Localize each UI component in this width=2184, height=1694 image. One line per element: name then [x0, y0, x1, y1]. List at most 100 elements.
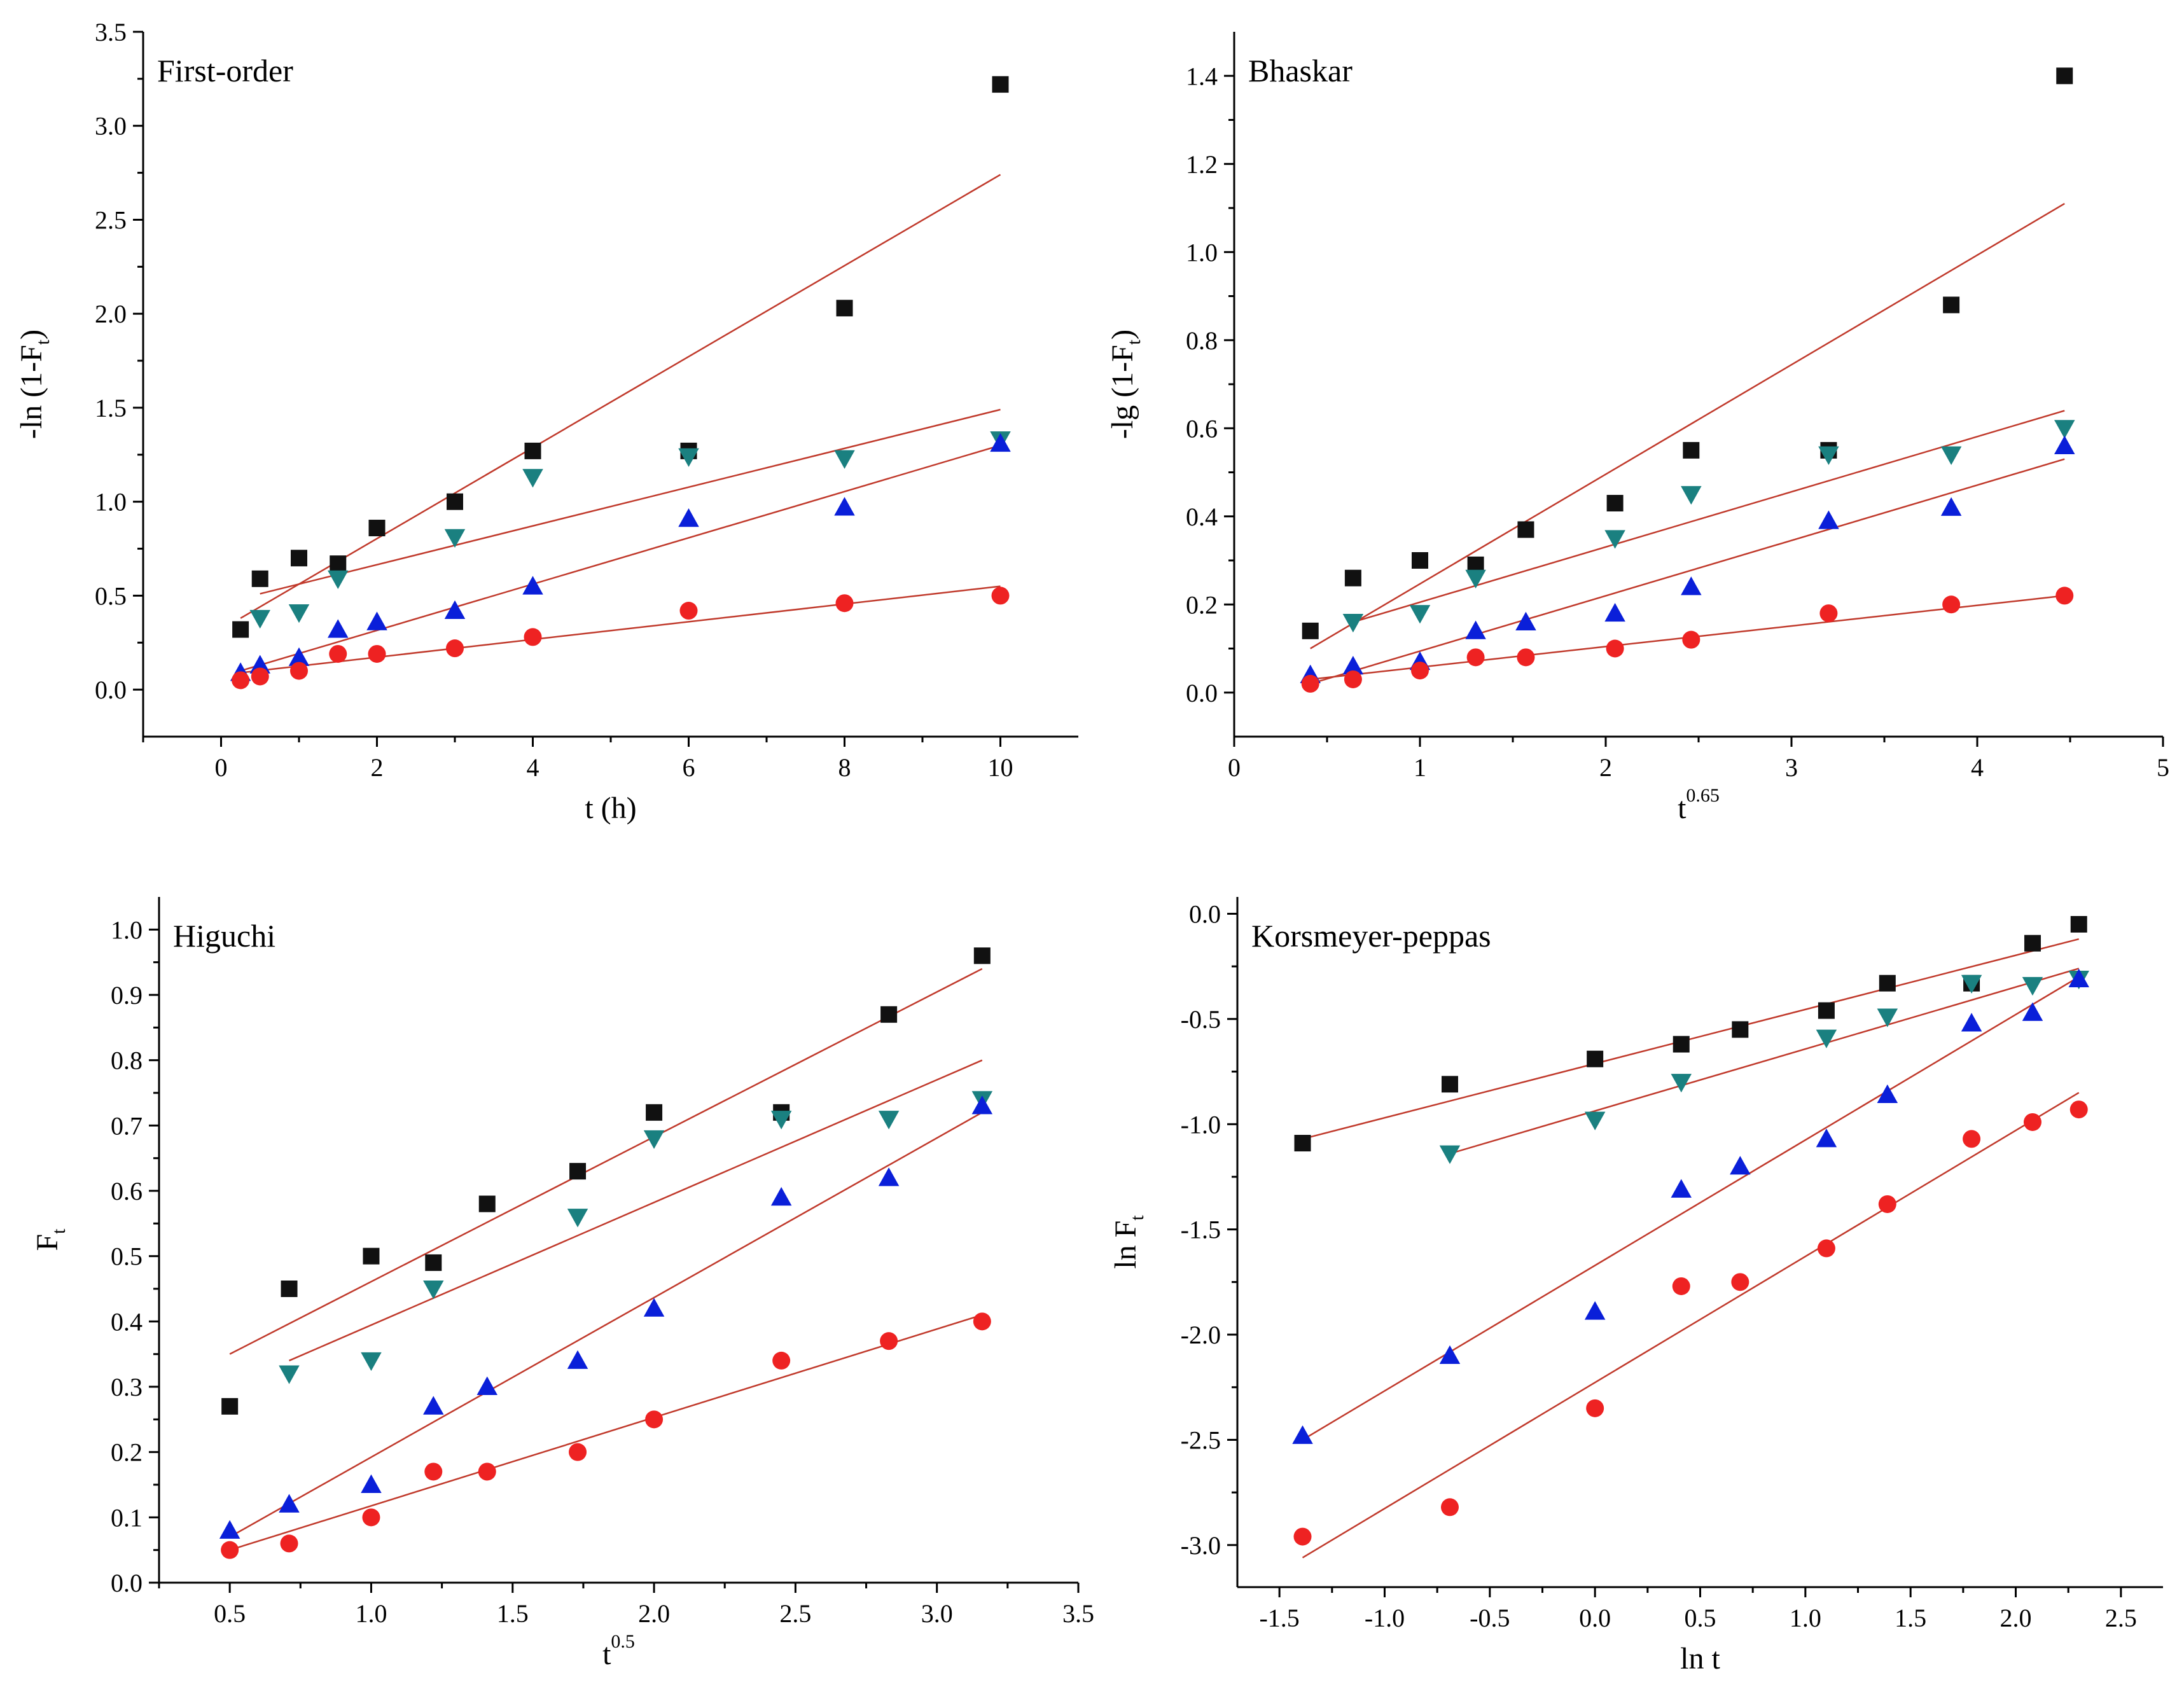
- x-axis-label: t0.5: [602, 1631, 635, 1671]
- data-point-triangle-up: [1439, 1345, 1461, 1364]
- data-point-triangle-up: [567, 1350, 588, 1369]
- y-axis-label: ln Ft: [1109, 1215, 1148, 1269]
- data-point-circle: [1466, 648, 1485, 667]
- data-point-triangle-up: [878, 1167, 900, 1186]
- series-triangle-down: [249, 431, 1011, 629]
- y-tick-label: -2.5: [1181, 1426, 1221, 1454]
- x-tick-label: 6: [683, 753, 695, 782]
- x-tick-label: -1.5: [1259, 1604, 1299, 1632]
- fit-line: [1310, 458, 2065, 685]
- y-tick-label: 1.0: [95, 488, 127, 517]
- x-tick-label: -0.5: [1470, 1604, 1510, 1632]
- data-point-square: [1412, 552, 1428, 569]
- data-point-triangle-up: [2068, 968, 2089, 988]
- data-point-circle: [446, 639, 464, 658]
- data-point-triangle-up: [1730, 1156, 1751, 1175]
- data-point-circle: [221, 1541, 239, 1559]
- x-tick-label: 2.5: [2105, 1604, 2137, 1632]
- data-point-triangle-down: [2054, 420, 2075, 439]
- series-circle: [232, 587, 1010, 690]
- data-point-triangle-down: [1681, 486, 1702, 505]
- y-tick-label: -1.5: [1181, 1216, 1221, 1244]
- data-point-triangle-down: [423, 1281, 444, 1300]
- fit-line: [229, 968, 983, 1355]
- data-point-square: [2024, 934, 2041, 952]
- data-point-circle: [1878, 1195, 1896, 1213]
- data-point-circle: [1440, 1498, 1459, 1517]
- y-tick-label: 1.2: [1186, 150, 1218, 179]
- data-point-circle: [251, 667, 269, 686]
- data-point-square: [1683, 441, 1700, 459]
- data-point-square: [1344, 569, 1361, 587]
- x-tick-label: 1.5: [497, 1599, 529, 1628]
- data-point-triangle-up: [2022, 1002, 2043, 1021]
- data-point-triangle-up: [423, 1396, 444, 1415]
- data-point-square: [291, 550, 307, 567]
- data-point-square: [646, 1104, 663, 1121]
- data-point-circle: [280, 1534, 298, 1553]
- data-point-triangle-up: [971, 1095, 993, 1114]
- y-tick-label: 0.9: [111, 981, 143, 1010]
- x-tick-label: 0.5: [214, 1599, 246, 1628]
- x-tick-label: 0: [1228, 753, 1241, 782]
- data-point-triangle-up: [279, 1494, 300, 1513]
- series-triangle-up: [230, 433, 1011, 681]
- data-point-triangle-up: [522, 576, 543, 595]
- fit-line: [229, 1111, 983, 1538]
- data-point-circle: [1411, 662, 1429, 680]
- data-point-triangle-up: [1584, 1301, 1606, 1320]
- data-point-triangle-down: [1961, 975, 1982, 994]
- series-circle: [1293, 1100, 2088, 1546]
- data-point-square: [1879, 975, 1896, 992]
- series-triangle-down: [1342, 420, 2075, 633]
- y-tick-label: 0.0: [111, 1569, 143, 1597]
- series-square: [232, 76, 1009, 638]
- y-tick-label: 0.0: [1186, 679, 1218, 707]
- data-point-triangle-down: [2022, 976, 2043, 996]
- data-point-square: [1517, 521, 1534, 538]
- series-square: [1302, 67, 2073, 639]
- x-tick-label: 3: [1785, 753, 1798, 782]
- data-point-triangle-up: [1816, 1128, 1837, 1148]
- x-tick-label: 5: [2157, 753, 2169, 782]
- data-point-square: [973, 947, 991, 964]
- data-point-triangle-up: [990, 433, 1011, 452]
- data-point-triangle-down: [1877, 1008, 1898, 1027]
- chart-panel-higuchi: 0.5 1.0 1.5 2.0 2.5 3.0 3.5 0.0 0.1 0.2 0.3 0.4 0.5 0…: [31, 897, 1094, 1671]
- x-tick-label: 4: [1971, 753, 1984, 782]
- data-point-circle: [2055, 587, 2074, 605]
- data-point-circle: [1293, 1527, 1312, 1546]
- x-tick-label: 0.5: [1685, 1604, 1716, 1632]
- data-point-square: [1294, 1135, 1311, 1152]
- series-circle: [1301, 587, 2074, 693]
- data-point-circle: [2023, 1113, 2041, 1131]
- data-point-triangle-up: [1342, 655, 1364, 675]
- data-point-square: [1943, 296, 1960, 314]
- fit-line: [240, 174, 1001, 619]
- x-tick-label: 1.0: [355, 1599, 387, 1628]
- fit-line: [240, 585, 1001, 674]
- data-point-triangle-down: [643, 1130, 665, 1149]
- y-tick-label: 1.0: [1186, 238, 1218, 267]
- y-tick-label: 0.3: [111, 1373, 143, 1401]
- data-point-triangle-down: [279, 1365, 300, 1384]
- x-tick-label: 2.0: [2000, 1604, 2032, 1632]
- x-tick-label: 1.0: [1790, 1604, 1821, 1632]
- y-tick-label: 0.5: [111, 1242, 143, 1271]
- data-point-triangle-up: [476, 1376, 498, 1395]
- data-point-square: [221, 1398, 239, 1415]
- data-point-triangle-up: [2054, 435, 2075, 454]
- chart-panel-korsmeyer-peppas: -1.5 -1.0 -0.5 0.0 0.5 1.0 1.5 2.0 2.5 0.0 -0.5 -1.…: [1109, 897, 2163, 1676]
- x-tick-label: 0.0: [1579, 1604, 1611, 1632]
- data-point-circle: [232, 671, 250, 690]
- data-point-triangle-down: [1584, 1111, 1606, 1130]
- data-point-circle: [569, 1443, 587, 1461]
- data-point-circle: [362, 1508, 380, 1527]
- data-point-circle: [1344, 670, 1362, 688]
- chart-panel-bhaskar: 0 1 2 3 4 5 0.0 0.2 0.4 0.6 0.8 1.0 1.2 1.4 Bhaskar t0.…: [1106, 32, 2169, 825]
- data-point-square: [1732, 1021, 1749, 1038]
- data-point-square: [1818, 1002, 1835, 1019]
- data-point-triangle-down: [678, 448, 699, 468]
- data-point-triangle-down: [1818, 446, 1839, 466]
